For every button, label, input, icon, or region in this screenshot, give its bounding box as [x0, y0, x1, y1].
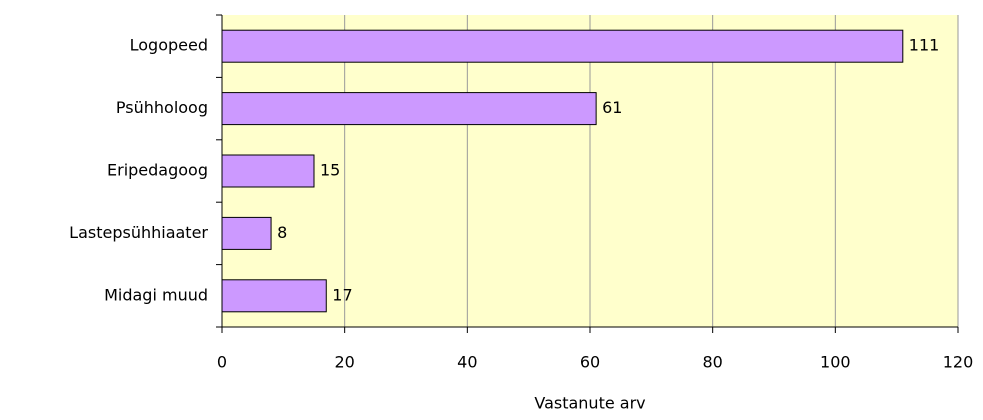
- x-tick-label: 120: [943, 353, 974, 372]
- value-label: 17: [332, 285, 352, 304]
- value-label: 111: [909, 36, 940, 55]
- bar: [221, 92, 597, 126]
- value-label: 15: [320, 161, 340, 180]
- x-axis-label: Vastanute arv: [534, 394, 645, 413]
- value-label: 8: [277, 223, 287, 242]
- x-tick-label: 20: [334, 353, 354, 372]
- x-tick-label: 40: [457, 353, 477, 372]
- bar: [221, 29, 904, 63]
- bar: [221, 279, 327, 313]
- x-tick-label: 100: [820, 353, 851, 372]
- y-tick-label: Eripedagoog: [107, 161, 208, 180]
- y-tick-label: Lastepsühhiaater: [69, 223, 208, 242]
- y-tick-label: Midagi muud: [104, 285, 208, 304]
- y-tick-label: Logopeed: [130, 36, 208, 55]
- x-tick-label: 60: [580, 353, 600, 372]
- value-label: 61: [602, 98, 622, 117]
- y-tick-label: Psühholoog: [116, 98, 208, 117]
- bar: [221, 216, 272, 250]
- x-tick-label: 0: [217, 353, 227, 372]
- x-tick-label: 80: [702, 353, 722, 372]
- bar: [221, 154, 315, 188]
